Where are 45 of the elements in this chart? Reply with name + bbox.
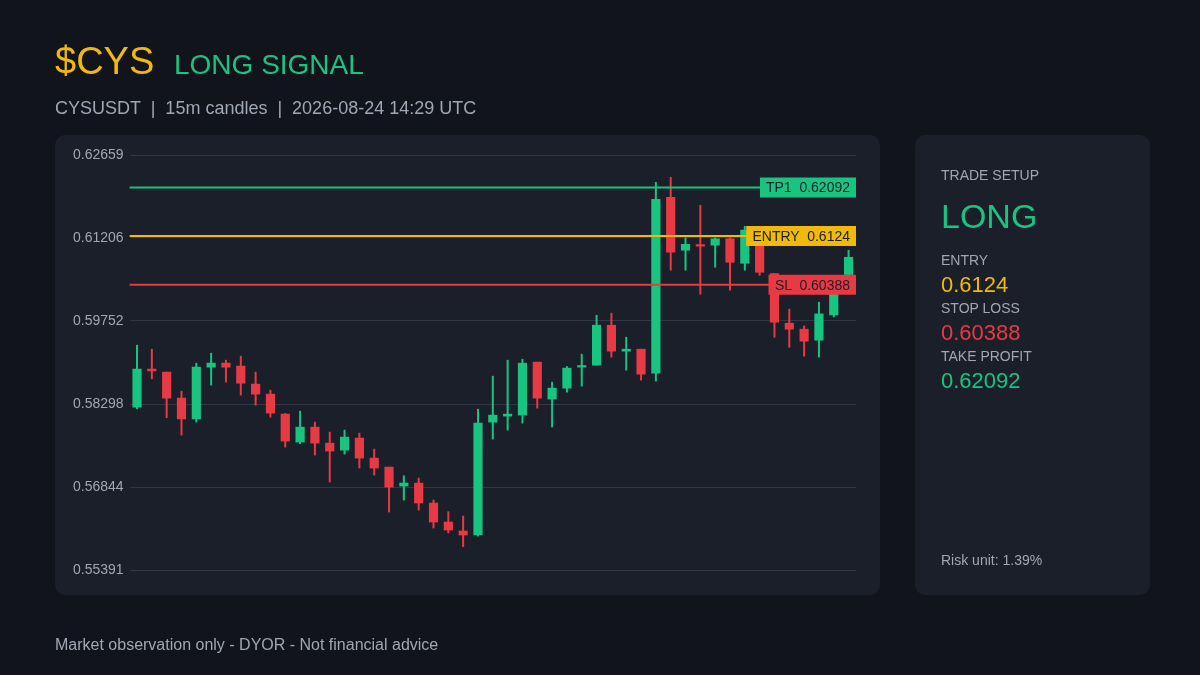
candlestick <box>369 447 379 477</box>
text: LONG <box>941 197 1038 236</box>
text: TRADE SETUP <box>941 167 1040 183</box>
candlestick <box>562 365 572 394</box>
candlestick <box>265 388 276 419</box>
text: LONG SIGNAL <box>174 49 364 81</box>
candlestick <box>710 236 720 269</box>
y-tick-label: 0.58298 <box>73 394 124 411</box>
y-tick-label: 0.55391 <box>73 560 124 577</box>
candlestick <box>488 374 498 441</box>
candlestick <box>784 307 794 349</box>
y-tick-label: 0.56844 <box>73 477 124 494</box>
candlestick <box>325 430 335 484</box>
candlestick <box>251 370 261 407</box>
chart-title: $CYS <box>55 40 155 83</box>
candlestick <box>236 354 246 397</box>
y-tick-label: 0.59752 <box>73 311 124 328</box>
y-tick-label: 0.62659 <box>73 145 124 162</box>
text: Risk unit: 1.39% <box>941 552 1043 568</box>
candlestick <box>295 409 305 446</box>
y-tick-label: 0.61206 <box>73 228 124 245</box>
chart-subtitle: CYSUSDT | 15m candles | 2026-08-24 14:29 UTC <box>55 98 477 119</box>
candlestick <box>443 510 453 535</box>
text: 0.60388 <box>941 320 1021 346</box>
candlestick <box>414 476 424 512</box>
ref-line-label: TP1 0.62092 <box>765 179 851 196</box>
candlestick <box>843 248 854 276</box>
candlestick <box>221 358 231 384</box>
candlestick <box>384 465 394 514</box>
candlestick <box>176 389 187 437</box>
text: ENTRY <box>941 252 989 268</box>
candlestick <box>680 236 691 272</box>
text: 0.62092 <box>941 368 1021 394</box>
candlestick <box>310 420 320 457</box>
text: TAKE PROFIT <box>941 348 1032 364</box>
text: STOP LOSS <box>941 300 1020 316</box>
ref-line-label: ENTRY 0.6124 <box>752 227 851 244</box>
text: 0.6124 <box>941 272 1009 298</box>
candlestick <box>339 428 350 456</box>
candlestick <box>354 431 364 470</box>
candlestick <box>799 324 809 358</box>
text: Market observation only - DYOR - Not financial advice <box>55 636 439 654</box>
candlestick <box>547 380 557 429</box>
ref-line-label: SL 0.60388 <box>775 276 851 293</box>
candlestick <box>428 498 439 530</box>
